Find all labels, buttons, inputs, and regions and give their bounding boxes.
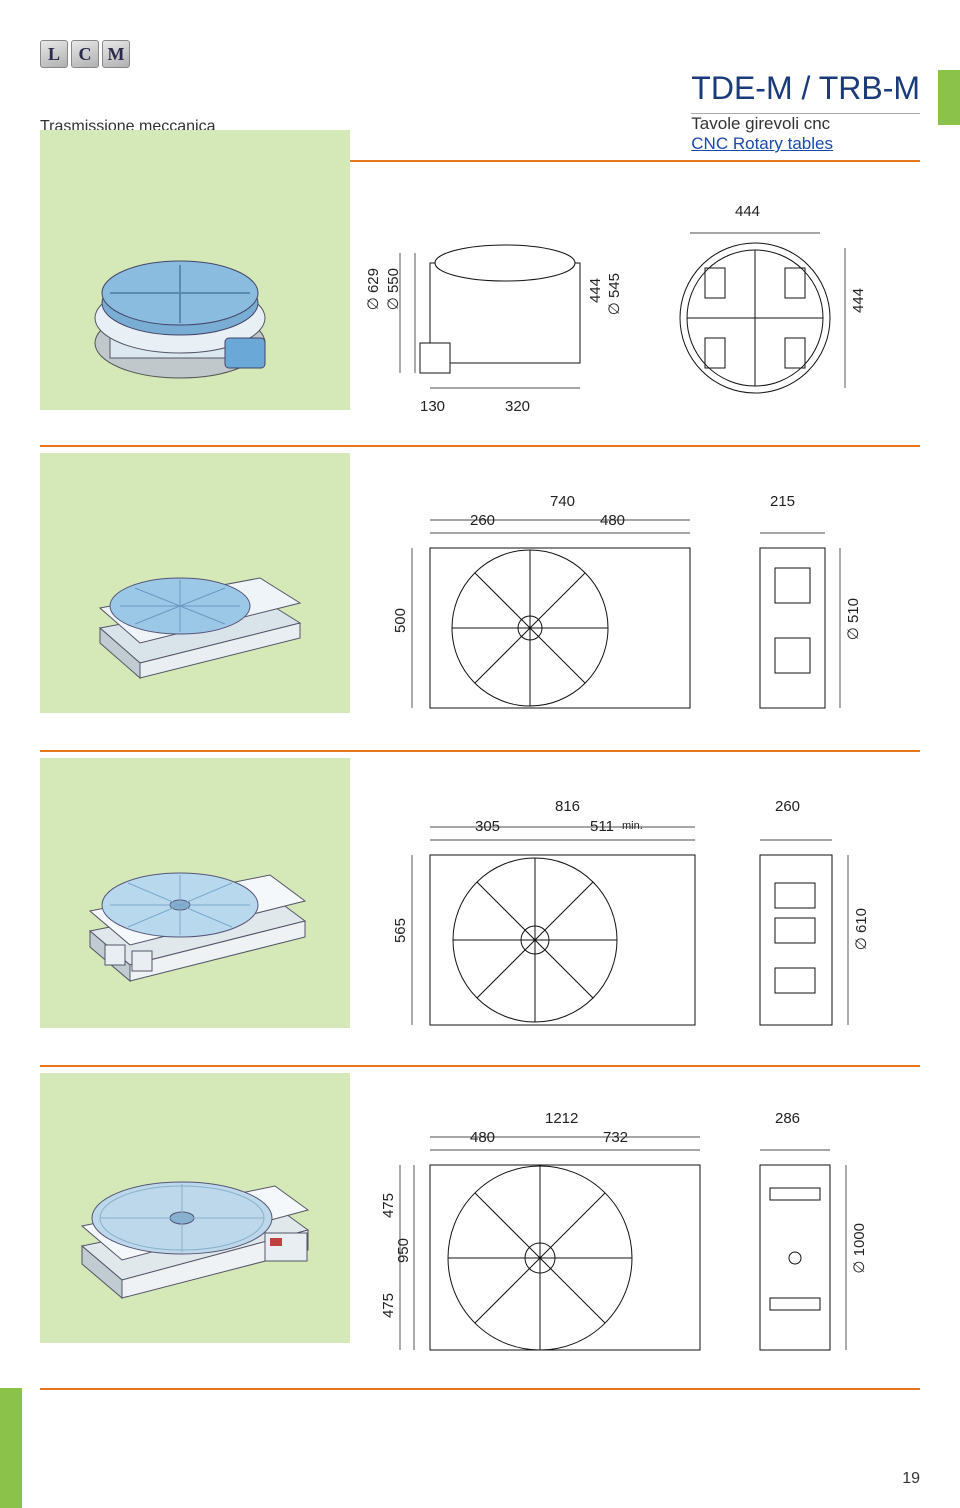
product-row: 1212 480 732 950 475 475 286 ∅ 1000 — [40, 1108, 920, 1368]
dim-h: 565 — [392, 918, 409, 943]
page-title: TDE-M / TRB-M — [691, 70, 920, 107]
tech-drawing-side — [740, 508, 860, 728]
section-tde-m-1000: TDE-M 1000 — [40, 1075, 920, 1368]
tech-drawing-top — [400, 813, 720, 1043]
dim-w-total: 1212 — [545, 1110, 578, 1127]
divider-orange — [40, 1388, 920, 1390]
dim-w-total: 816 — [555, 798, 580, 815]
dim-w2: 320 — [505, 398, 530, 415]
dim-side-w: 286 — [775, 1110, 800, 1127]
tech-drawing-side — [740, 813, 870, 1043]
product-render — [40, 203, 340, 423]
dim-h: 500 — [392, 608, 409, 633]
dim-d-outer: ∅ 629 — [365, 268, 383, 310]
page-number: 19 — [902, 1470, 920, 1488]
rotary-table-render-icon — [70, 813, 310, 993]
tech-drawing-side — [370, 213, 630, 413]
dim-front-h: 444 — [850, 288, 867, 313]
dim-h-half1: 475 — [380, 1193, 397, 1218]
product-row: 816 305 511 min. 565 260 ∅ 610 — [40, 793, 920, 1053]
product-render — [40, 1108, 340, 1328]
dim-side-w: 215 — [770, 493, 795, 510]
product-render — [40, 488, 340, 708]
section-tde-m-600: TDE-M 600 — [40, 760, 920, 1053]
dim-h1: 444 — [587, 278, 604, 303]
rotary-table-render-icon — [70, 223, 310, 403]
dim-w1: 305 — [475, 818, 500, 835]
dim-w2: 511 — [590, 818, 614, 835]
subtitle-en: CNC Rotary tables — [691, 134, 920, 154]
dim-w2: 732 — [603, 1129, 628, 1146]
divider-orange — [40, 445, 920, 447]
green-tab-icon — [938, 70, 960, 125]
divider-orange — [40, 1065, 920, 1067]
side-green-tab-icon — [0, 1388, 22, 1508]
dim-h2: ∅ 545 — [606, 273, 624, 315]
product-row: 740 260 480 500 215 ∅ 510 — [40, 488, 920, 738]
rotary-table-render-icon — [70, 508, 310, 688]
dim-side-w: 260 — [775, 798, 800, 815]
logo-letter-m: M — [102, 40, 130, 68]
section-tde-m-500: TDE-M 500 — [40, 455, 920, 738]
dim-front-w: 444 — [735, 203, 760, 220]
dimensions-area: 1212 480 732 950 475 475 286 ∅ 1000 — [340, 1108, 920, 1368]
dim-w-total: 740 — [550, 493, 575, 510]
subtitle-it: Tavole girevoli cnc — [691, 114, 920, 134]
dimensions-area: 816 305 511 min. 565 260 ∅ 610 — [340, 793, 920, 1053]
tech-drawing-top — [660, 218, 860, 418]
dim-w1: 480 — [470, 1129, 495, 1146]
product-row: ∅ 629 ∅ 550 130 320 444 ∅ 545 444 444 — [40, 203, 920, 433]
dim-w1: 130 — [420, 398, 445, 415]
divider-orange — [40, 750, 920, 752]
dim-w1: 260 — [470, 512, 495, 529]
dim-w2: 480 — [600, 512, 625, 529]
product-render — [40, 793, 340, 1013]
logo-letter-l: L — [40, 40, 68, 68]
dimensions-area: 740 260 480 500 215 ∅ 510 — [340, 488, 920, 738]
logo-letter-c: C — [71, 40, 99, 68]
dim-diameter: ∅ 1000 — [851, 1223, 869, 1274]
rotary-table-render-icon — [70, 1128, 310, 1308]
dim-h: 950 — [395, 1238, 412, 1263]
dimensions-area: ∅ 629 ∅ 550 130 320 444 ∅ 545 444 444 — [340, 203, 920, 433]
header-right: TDE-M / TRB-M Tavole girevoli cnc CNC Ro… — [691, 70, 920, 154]
dim-d-inner: ∅ 550 — [385, 268, 403, 310]
tech-drawing-top — [390, 1123, 720, 1363]
dim-w2-note: min. — [622, 820, 643, 832]
dim-h-half2: 475 — [380, 1293, 397, 1318]
tech-drawing-top — [400, 508, 720, 728]
section-trb-m-550: TRB-M 550 — [40, 170, 920, 433]
dim-diameter: ∅ 510 — [845, 598, 863, 640]
dim-diameter: ∅ 610 — [853, 908, 871, 950]
